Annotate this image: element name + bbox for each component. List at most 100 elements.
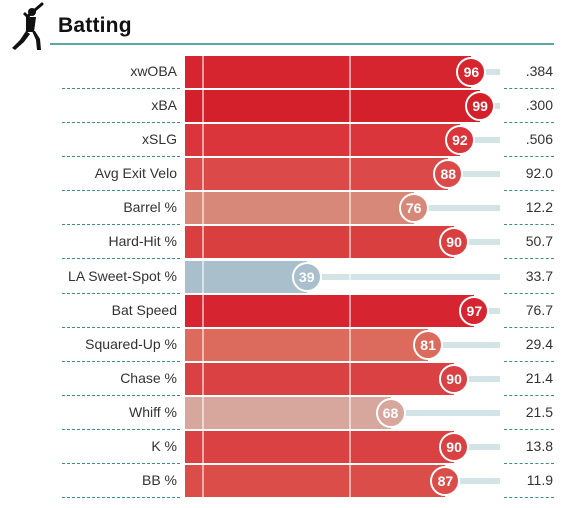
- row-divider: [62, 394, 180, 396]
- stat-value: 13.8: [525, 438, 553, 455]
- track-tail: [454, 444, 500, 451]
- percentile-track: 76: [185, 192, 500, 225]
- row-divider: [62, 224, 180, 226]
- grid-line: [349, 328, 351, 361]
- section-header: Batting: [0, 0, 585, 50]
- percentile-track: 90: [185, 362, 500, 395]
- percentile-track: 90: [185, 431, 500, 464]
- percentile-badge: 88: [433, 159, 464, 190]
- stat-label: xwOBA: [130, 63, 177, 79]
- stat-row: xBA 99 .300: [0, 90, 585, 124]
- section-title: Batting: [58, 14, 132, 37]
- track-tail: [454, 239, 500, 246]
- row-divider: [62, 463, 180, 465]
- stat-row: Squared-Up % 81 29.4: [0, 328, 585, 363]
- stat-label: Squared-Up %: [85, 335, 177, 352]
- grid-line: [202, 90, 204, 123]
- percentile-bar: [185, 56, 472, 88]
- grid-line: [202, 431, 204, 464]
- stat-row: Bat Speed 97 76.7: [0, 294, 585, 329]
- percentile-list: xwOBA 96 .384 xBA 99 .300 xSLG 92 .506 Avg Exit V…: [0, 56, 585, 499]
- stat-value: 76.7: [525, 301, 553, 318]
- percentile-badge: 90: [439, 432, 470, 463]
- percentile-bar: [185, 396, 391, 429]
- grid-line: [202, 396, 204, 429]
- grid-line: [349, 362, 351, 395]
- percentile-badge: 81: [413, 329, 444, 360]
- track-tail: [306, 273, 500, 280]
- stat-label: Bat Speed: [111, 301, 177, 318]
- stat-label: Avg Exit Velo: [94, 165, 177, 182]
- track-tail: [390, 409, 500, 416]
- grid-line: [202, 328, 204, 361]
- track-tail: [454, 375, 500, 382]
- stat-row: Hard-Hit % 90 50.7: [0, 226, 585, 260]
- stat-row: Whiff % 68 21.5: [0, 396, 585, 431]
- stat-value: 50.7: [525, 233, 553, 250]
- stat-row: LA Sweet-Spot % 39 33.7: [0, 260, 585, 295]
- percentile-bar: [185, 90, 481, 123]
- stat-row: Avg Exit Velo 88 92.0: [0, 158, 585, 192]
- row-divider: [504, 360, 554, 362]
- percentile-track: 39: [185, 260, 500, 293]
- row-divider: [504, 463, 554, 465]
- percentile-bar: [185, 124, 460, 157]
- percentile-bar: [185, 465, 446, 498]
- stat-row: Chase % 90 21.4: [0, 362, 585, 397]
- row-divider: [62, 190, 180, 192]
- percentile-track: 99: [185, 90, 500, 123]
- row-divider: [62, 88, 180, 89]
- percentile-bar: [185, 158, 449, 191]
- grid-line: [349, 431, 351, 464]
- stat-row: xwOBA 96 .384: [0, 56, 585, 90]
- track-tail: [428, 341, 500, 348]
- percentile-badge: 90: [439, 227, 470, 258]
- percentile-badge: 97: [459, 295, 490, 326]
- row-divider: [504, 394, 554, 396]
- stat-label: LA Sweet-Spot %: [68, 267, 177, 284]
- stat-label: Chase %: [120, 369, 177, 386]
- percentile-bar: [185, 294, 475, 327]
- percentile-bar: [185, 226, 455, 259]
- stat-value: .384: [525, 63, 553, 79]
- grid-line: [202, 260, 204, 293]
- stat-value: 33.7: [525, 267, 553, 284]
- percentile-track: 92: [185, 124, 500, 157]
- grid-line: [349, 124, 351, 157]
- stat-label: BB %: [141, 472, 177, 489]
- row-divider: [504, 497, 554, 499]
- stat-value: 29.4: [525, 335, 553, 352]
- percentile-track: 96: [185, 56, 500, 88]
- grid-line: [349, 226, 351, 259]
- grid-line: [349, 192, 351, 225]
- row-divider: [62, 497, 180, 499]
- stat-value: 21.5: [525, 403, 553, 420]
- stat-value: 21.4: [525, 369, 553, 386]
- stat-label: xSLG: [141, 131, 177, 148]
- grid-line: [349, 158, 351, 191]
- row-divider: [62, 156, 180, 158]
- percentile-bar: [185, 431, 455, 464]
- percentile-bar: [185, 192, 414, 225]
- row-divider: [504, 122, 554, 124]
- percentile-track: 87: [185, 465, 500, 498]
- percentile-bar: [185, 260, 307, 293]
- row-divider: [504, 88, 554, 89]
- row-divider: [504, 428, 554, 430]
- stat-row: K % 90 13.8: [0, 431, 585, 465]
- stat-label: Hard-Hit %: [108, 233, 177, 250]
- stat-value: .506: [525, 131, 553, 148]
- grid-line: [349, 465, 351, 498]
- row-divider: [504, 224, 554, 226]
- row-divider: [62, 428, 180, 430]
- stat-row: BB % 87 11.9: [0, 465, 585, 499]
- stat-value: .300: [525, 97, 553, 114]
- percentile-bar: [185, 328, 429, 361]
- track-tail: [445, 478, 500, 485]
- row-divider: [62, 326, 180, 328]
- row-divider: [504, 190, 554, 192]
- percentile-track: 68: [185, 396, 500, 429]
- percentile-badge: 90: [439, 363, 470, 394]
- grid-line: [349, 260, 351, 293]
- grid-line: [202, 192, 204, 225]
